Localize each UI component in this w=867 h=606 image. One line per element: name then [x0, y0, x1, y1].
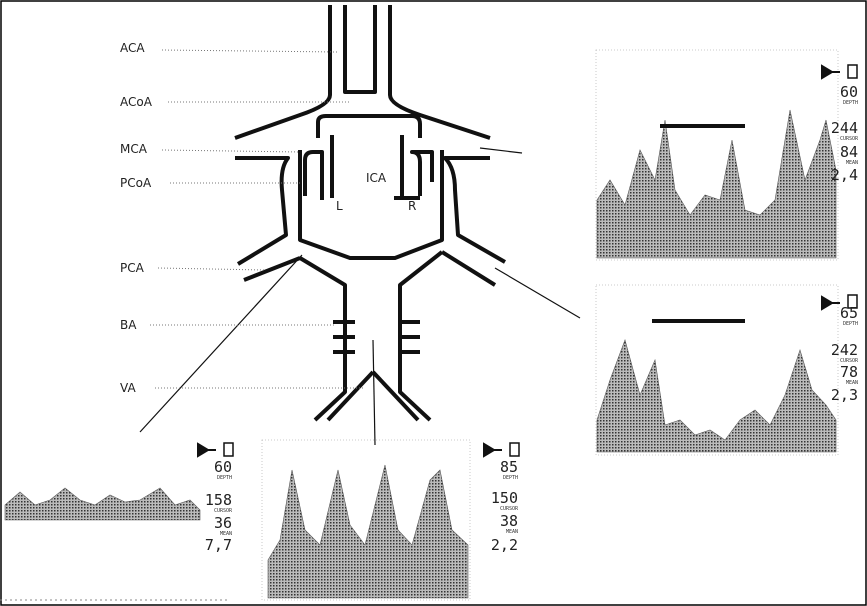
- label: MCA: [120, 142, 148, 156]
- pi-value: 2,4: [831, 166, 858, 184]
- label: R: [408, 199, 416, 213]
- depth-label: DEPTH: [217, 475, 232, 481]
- depth-value: 60: [840, 83, 858, 101]
- doppler-panel: 85 DEPTH 150 CURSOR 38 MEAN 2,2: [262, 440, 519, 600]
- label: PCoA: [120, 176, 152, 190]
- depth-label: DEPTH: [843, 100, 858, 106]
- cursor-value: 244: [831, 119, 858, 137]
- page: ACA ACoA MCA PCoA PCA BA VA ICA L R 60 D…: [0, 0, 867, 606]
- mean-value: 78: [840, 363, 858, 381]
- figure: ACA ACoA MCA PCoA PCA BA VA ICA L R 60 D…: [0, 0, 867, 606]
- leader-lines: [150, 50, 365, 388]
- cursor-value: 150: [491, 489, 518, 507]
- cursor-value: 158: [205, 491, 232, 509]
- depth-label: DEPTH: [503, 475, 518, 481]
- doppler-panel: 60 DEPTH 158 CURSOR 36 MEAN 7,7: [0, 443, 233, 600]
- depth-value: 65: [840, 304, 858, 322]
- mean-value: 36: [214, 514, 232, 532]
- vessel-diagram: [140, 5, 580, 445]
- cursor-label: CURSOR: [840, 136, 859, 142]
- depth-value: 60: [214, 458, 232, 476]
- pi-value: 7,7: [205, 536, 232, 554]
- vessel-labels: ACA ACoA MCA PCoA PCA BA VA ICA L R: [120, 41, 416, 395]
- cursor-value: 242: [831, 341, 858, 359]
- pi-value: 2,3: [831, 386, 858, 404]
- label: VA: [120, 381, 136, 395]
- doppler-panel: 60 DEPTH 244 CURSOR 84 MEAN 2,4: [596, 50, 859, 260]
- depth-value: 85: [500, 458, 518, 476]
- label: L: [336, 199, 343, 213]
- label: PCA: [120, 261, 145, 275]
- depth-label: DEPTH: [843, 321, 858, 327]
- pi-value: 2,2: [491, 536, 518, 554]
- doppler-panel: 65 DEPTH 242 CURSOR 78 MEAN 2,3: [596, 285, 859, 455]
- label: ACoA: [120, 95, 153, 109]
- mean-value: 38: [500, 512, 518, 530]
- mean-label: MEAN: [506, 529, 518, 535]
- label: BA: [120, 318, 137, 332]
- label: ICA: [366, 171, 387, 185]
- mean-value: 84: [840, 143, 858, 161]
- label: ACA: [120, 41, 145, 55]
